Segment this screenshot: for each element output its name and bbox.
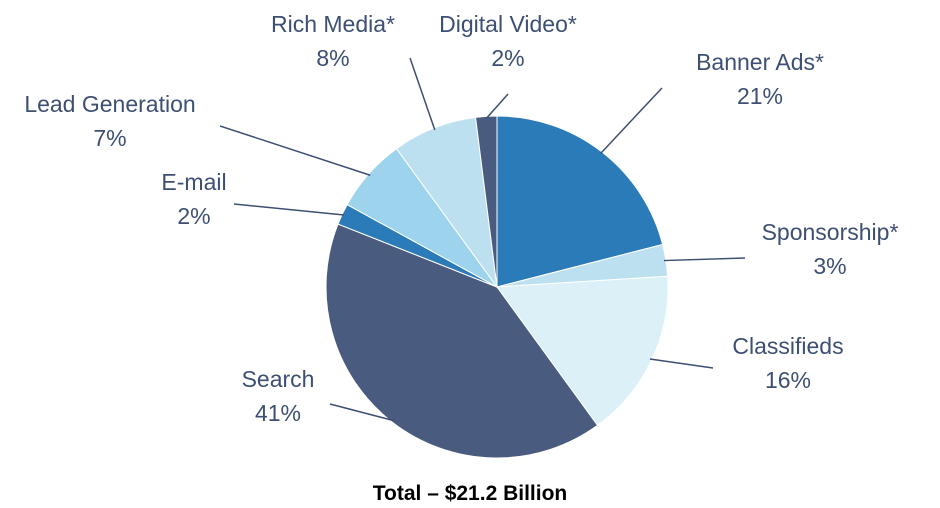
chart-caption: Total – $21.2 Billion bbox=[373, 482, 568, 505]
leader-line-rich-media bbox=[409, 57, 436, 131]
leader-line-sponsorship bbox=[663, 257, 746, 262]
slice-value-e-mail: 2% bbox=[177, 203, 210, 229]
slice-label-rich-media: Rich Media* bbox=[271, 11, 395, 37]
leader-line-banner-ads bbox=[600, 87, 663, 154]
pie-slice-digital-video bbox=[475, 115, 498, 288]
slice-value-banner-ads: 21% bbox=[737, 83, 783, 109]
slice-label-sponsorship: Sponsorship* bbox=[762, 219, 899, 245]
slice-labels: Banner Ads* 21% Sponsorship* 3% Classifieds 1… bbox=[24, 11, 898, 426]
leader-line-classifieds bbox=[649, 358, 714, 369]
slice-label-banner-ads: Banner Ads* bbox=[696, 49, 824, 75]
pie-slice-search bbox=[325, 223, 599, 459]
slice-label-e-mail: E-mail bbox=[161, 169, 226, 195]
leader-lines bbox=[219, 57, 746, 422]
pie-slices bbox=[325, 115, 669, 459]
leader-line-digital-video bbox=[485, 93, 509, 119]
slice-value-search: 41% bbox=[255, 400, 301, 426]
leader-line-search bbox=[329, 403, 394, 422]
slice-label-digital-video: Digital Video* bbox=[439, 11, 577, 37]
slice-label-classifieds: Classifieds bbox=[732, 333, 843, 359]
leader-line-e-mail bbox=[233, 203, 345, 216]
slice-label-lead-generation: Lead Generation bbox=[24, 91, 195, 117]
slice-value-rich-media: 8% bbox=[316, 45, 349, 71]
slice-value-sponsorship: 3% bbox=[813, 253, 846, 279]
slice-value-classifieds: 16% bbox=[765, 367, 811, 393]
slice-value-digital-video: 2% bbox=[491, 45, 524, 71]
slice-label-search: Search bbox=[242, 366, 315, 392]
leader-line-lead-generation bbox=[219, 125, 371, 176]
slice-value-lead-generation: 7% bbox=[93, 125, 126, 151]
